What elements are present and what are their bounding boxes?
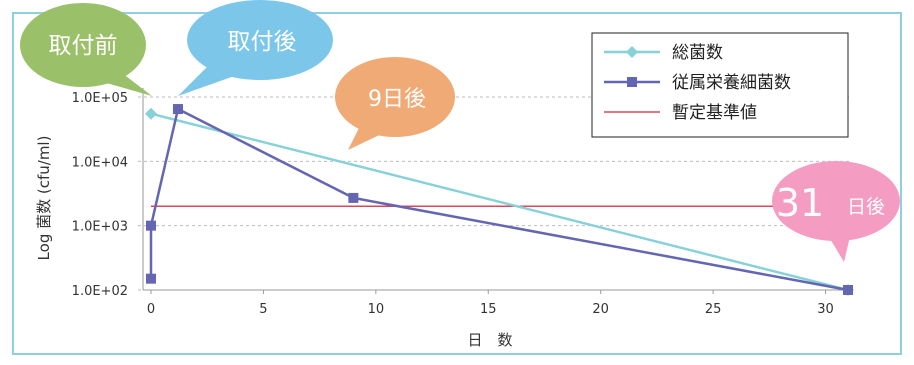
series-layer [145, 104, 854, 296]
x-tick-label: 30 [817, 302, 834, 317]
y-axis-title: Log 菌数 (cfu/ml) [35, 136, 53, 261]
legend-label: 従属栄養細菌数 [672, 73, 791, 93]
legend-label: 暫定基準値 [672, 103, 757, 123]
series-0-point [145, 107, 157, 120]
legend-marker [626, 46, 638, 58]
x-axis-title: 日 数 [467, 331, 512, 349]
series-1-point [348, 192, 359, 203]
x-tick-label: 0 [147, 302, 155, 317]
x-tick-label: 10 [368, 302, 385, 317]
chart-frame [12, 12, 902, 355]
annotation-after-tail [178, 64, 240, 96]
series-1-point [146, 220, 156, 231]
annotation-31days-number: 31 [776, 181, 824, 225]
y-tick-label: 1.0E+02 [72, 284, 128, 299]
annotation-before-text: 取付前 [49, 33, 118, 59]
series-0-line [150, 112, 849, 292]
annotation-after-bubble [187, 0, 333, 80]
x-tick-label: 20 [592, 302, 609, 317]
axes: 1.0E+02 1.0E+03 1.0E+04 1.0E+05 0 5 10 15 20 25 30 [72, 88, 852, 317]
y-tick-label: 1.0E+03 [72, 220, 128, 235]
annotation-bubbles: 取付前 取付後 9日後 31 日後 [20, 0, 900, 262]
annotation-before-bubble [20, 3, 146, 87]
annotation-31days-tail [826, 228, 852, 262]
series-1-point [172, 104, 183, 115]
annotation-before-tail [96, 70, 152, 96]
legend-marker [627, 77, 637, 87]
annotation-9days-tail [348, 122, 390, 150]
annotation-9days-bubble [335, 57, 455, 137]
annotation-31days-text: 日後 [847, 196, 885, 218]
legend-label: 総菌数 [672, 43, 723, 63]
series-1-point [843, 285, 853, 295]
x-tick-label: 5 [259, 302, 267, 317]
annotation-after-text: 取付後 [228, 29, 297, 55]
y-tick-label: 1.0E+04 [72, 155, 128, 170]
x-tick-label: 15 [480, 302, 497, 317]
x-tick-label: 25 [705, 302, 722, 317]
y-tick-label: 1.0E+05 [72, 91, 128, 106]
annotation-9days-text: 9日後 [368, 87, 426, 112]
annotation-31days-bubble [772, 161, 900, 241]
series-1-point [146, 273, 156, 284]
